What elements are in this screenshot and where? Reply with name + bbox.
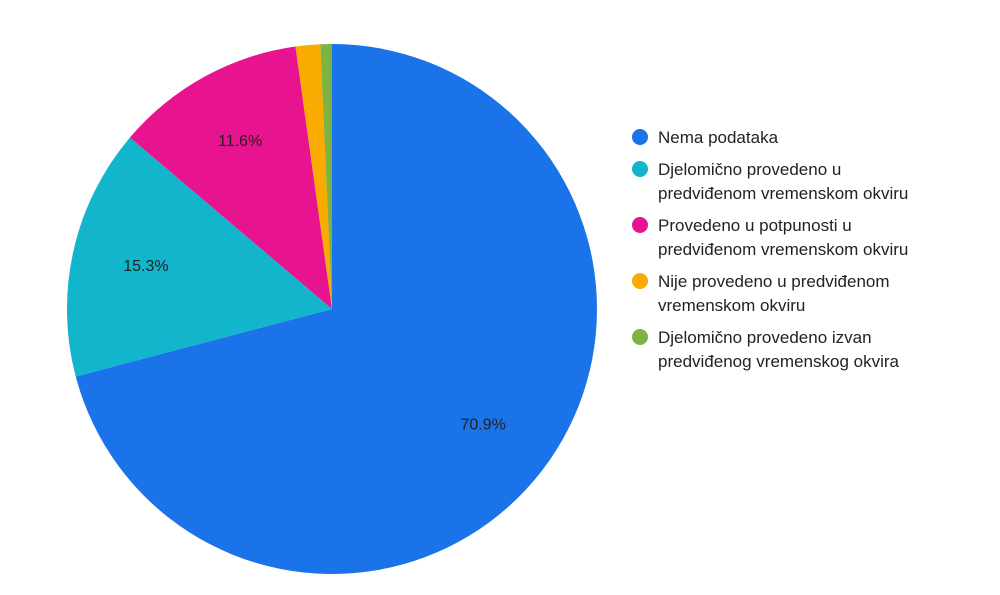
legend-marker-provedeno-u-potpunosti <box>632 217 648 233</box>
pie-slice[interactable] <box>66 137 332 377</box>
pie-slice[interactable] <box>75 44 597 575</box>
legend: Nema podataka Djelomično provedeno u pre… <box>632 126 932 382</box>
legend-marker-nije-provedeno <box>632 273 648 289</box>
legend-marker-nema-podataka <box>632 129 648 145</box>
legend-marker-djelomicno-u-okviru <box>632 161 648 177</box>
legend-label: Nije provedeno u predviđenom vremenskom … <box>658 272 890 315</box>
legend-item-djelomicno-u-okviru[interactable]: Djelomično provedeno u predviđenom vreme… <box>632 158 932 206</box>
slice-data-label: 70.9% <box>460 417 505 434</box>
legend-label: Djelomično provedeno u predviđenom vreme… <box>658 160 909 203</box>
legend-label: Nema podataka <box>658 128 779 147</box>
legend-marker-djelomicno-izvan-okvira <box>632 329 648 345</box>
legend-item-provedeno-u-potpunosti[interactable]: Provedeno u potpunosti u predviđenom vre… <box>632 214 932 262</box>
legend-label: Provedeno u potpunosti u predviđenom vre… <box>658 216 909 259</box>
pie-slice[interactable] <box>295 44 332 309</box>
legend-item-nema-podataka[interactable]: Nema podataka <box>632 126 932 150</box>
slice-data-label: 11.6% <box>218 133 262 150</box>
legend-label: Djelomično provedeno izvan predviđenog v… <box>658 328 899 371</box>
legend-item-djelomicno-izvan-okvira[interactable]: Djelomično provedeno izvan predviđenog v… <box>632 326 932 374</box>
slice-data-label: 15.3% <box>123 258 168 275</box>
legend-item-nije-provedeno[interactable]: Nije provedeno u predviđenom vremenskom … <box>632 270 932 318</box>
pie-slice[interactable] <box>320 44 332 309</box>
pie-slice[interactable] <box>129 46 332 310</box>
